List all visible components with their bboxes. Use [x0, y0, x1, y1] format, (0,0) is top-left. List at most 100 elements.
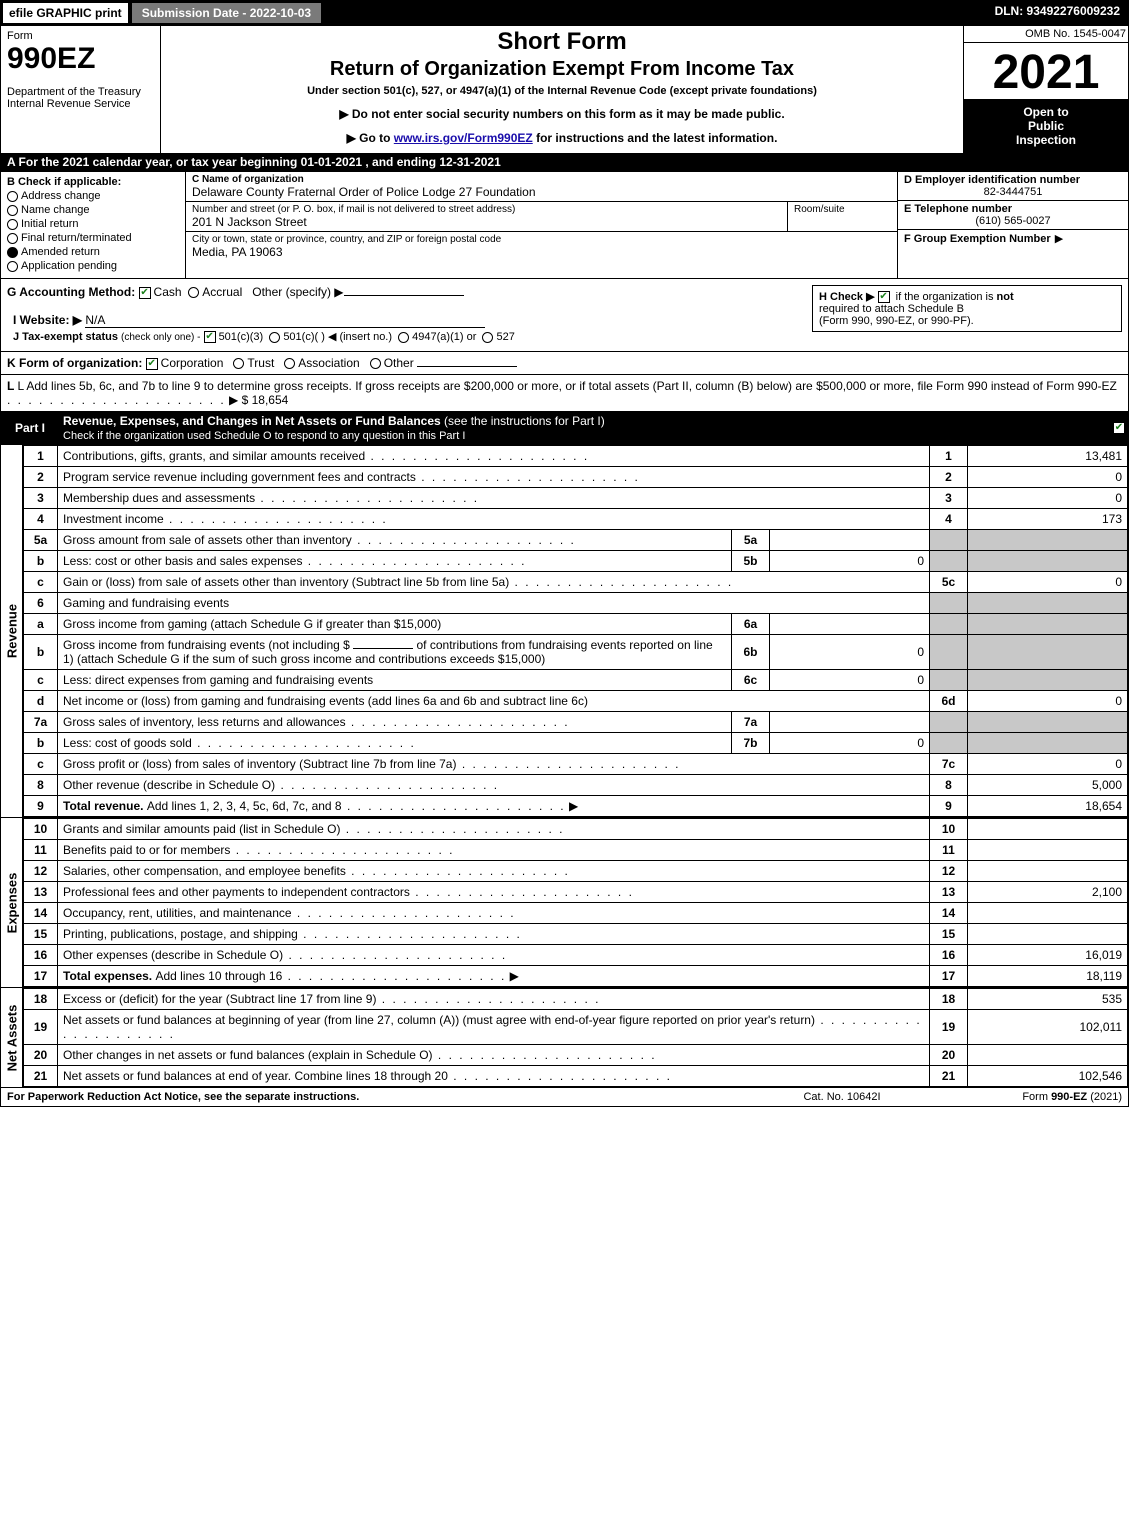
line-5b: bLess: cost or other basis and sales exp…	[24, 551, 1128, 572]
h-pre: H Check ▶	[819, 291, 878, 303]
line-9: 9Total revenue. Total revenue. Add lines…	[24, 796, 1128, 817]
j-opt1: 501(c)(3)	[219, 331, 264, 343]
line-7b: bLess: cost of goods sold7b0	[24, 733, 1128, 754]
gh-left: G Accounting Method: Cash Accrual Other …	[7, 285, 798, 345]
cb-label: Amended return	[21, 246, 100, 258]
rb-527[interactable]	[482, 332, 493, 343]
city-label: City or town, state or province, country…	[192, 234, 891, 245]
netassets-sidebar: Net Assets	[1, 988, 23, 1087]
footer-mid: Cat. No. 10642I	[742, 1091, 942, 1103]
col-cdef: C Name of organization Delaware County F…	[186, 172, 1128, 278]
expenses-label: Expenses	[4, 872, 19, 933]
cb-501c3[interactable]	[204, 331, 216, 343]
expenses-section: Expenses 10Grants and similar amounts pa…	[1, 817, 1128, 987]
footer-r-pre: Form	[1022, 1091, 1051, 1103]
g-accrual: Accrual	[202, 285, 242, 299]
g-line: G Accounting Method: Cash Accrual Other …	[7, 285, 798, 299]
cb-label: Application pending	[21, 260, 117, 272]
part-i-checkline: Check if the organization used Schedule …	[63, 430, 465, 442]
omb-number: OMB No. 1545-0047	[964, 26, 1128, 43]
j-opt3: 4947(a)(1) or	[412, 331, 476, 343]
cb-final-return[interactable]: Final return/terminated	[7, 232, 179, 244]
rb-trust[interactable]	[233, 358, 244, 369]
row-l: L L Add lines 5b, 6c, and 7b to line 9 t…	[1, 374, 1128, 411]
rb-other[interactable]	[370, 358, 381, 369]
cb-amended-return[interactable]: Amended return	[7, 246, 179, 258]
phone-value: (610) 565-0027	[904, 215, 1122, 227]
cb-name-change[interactable]: Name change	[7, 204, 179, 216]
line-4: 4Investment income4173	[24, 509, 1128, 530]
i-line: I Website: ▶ N/A	[7, 313, 798, 328]
line-11: 11Benefits paid to or for members11	[24, 840, 1128, 861]
c-address-block: Number and street (or P. O. box, if mail…	[186, 202, 897, 232]
j-note: (check only one) -	[121, 332, 200, 343]
line-13: 13Professional fees and other payments t…	[24, 882, 1128, 903]
line-6: 6Gaming and fundraising events	[24, 593, 1128, 614]
cb-schedule-b[interactable]	[878, 291, 890, 303]
part-i-checkbox[interactable]	[1113, 422, 1125, 434]
g-cash: Cash	[154, 285, 182, 299]
netassets-table: 18Excess or (deficit) for the year (Subt…	[23, 988, 1128, 1087]
h-not: not	[997, 291, 1014, 303]
line-7c: cGross profit or (loss) from sales of in…	[24, 754, 1128, 775]
cb-initial-return[interactable]: Initial return	[7, 218, 179, 230]
g-other: Other (specify) ▶	[252, 285, 343, 299]
rb-4947[interactable]	[398, 332, 409, 343]
line-10: 10Grants and similar amounts paid (list …	[24, 819, 1128, 840]
k-trust: Trust	[247, 356, 274, 370]
open-line-1: Open to	[968, 105, 1124, 119]
addr-label: Number and street (or P. O. box, if mail…	[192, 204, 781, 215]
g-other-line	[344, 295, 464, 296]
submission-date: Submission Date - 2022-10-03	[130, 1, 323, 25]
instr-line-2: ▶ Go to www.irs.gov/Form990EZ for instru…	[169, 131, 955, 145]
line-7a: 7aGross sales of inventory, less returns…	[24, 712, 1128, 733]
line-1: 1Contributions, gifts, grants, and simil…	[24, 446, 1128, 467]
section-bcdef: B Check if applicable: Address change Na…	[1, 171, 1128, 278]
title-sub: Return of Organization Exempt From Incom…	[169, 58, 955, 81]
cb-cash[interactable]	[139, 287, 151, 299]
dln-label: DLN: 93492276009232	[987, 1, 1128, 25]
ein-value: 82-3444751	[904, 186, 1122, 198]
page-footer: For Paperwork Reduction Act Notice, see …	[1, 1087, 1128, 1106]
h-line3: (Form 990, 990-EZ, or 990-PF).	[819, 315, 974, 327]
title-note: Under section 501(c), 527, or 4947(a)(1)…	[169, 85, 955, 97]
expenses-sidebar: Expenses	[1, 818, 23, 987]
cb-corporation[interactable]	[146, 358, 158, 370]
instr2-post: for instructions and the latest informat…	[533, 131, 778, 145]
e-block: E Telephone number (610) 565-0027	[898, 201, 1128, 230]
row-k: K Form of organization: Corporation Trus…	[1, 351, 1128, 374]
c-city-block: City or town, state or province, country…	[186, 232, 897, 261]
form-word: Form	[7, 30, 154, 42]
spacer	[323, 1, 986, 25]
revenue-table: 1Contributions, gifts, grants, and simil…	[23, 445, 1128, 817]
j-opt2: 501(c)( )	[283, 331, 325, 343]
j-insert: ◀ (insert no.)	[328, 331, 392, 343]
header-right: OMB No. 1545-0047 2021 Open to Public In…	[963, 26, 1128, 153]
col-def: D Employer identification number 82-3444…	[898, 172, 1128, 278]
line-14: 14Occupancy, rent, utilities, and mainte…	[24, 903, 1128, 924]
col-b: B Check if applicable: Address change Na…	[1, 172, 186, 278]
title-main: Short Form	[169, 28, 955, 56]
part-i-title: Revenue, Expenses, and Changes in Net As…	[57, 411, 1113, 445]
rb-accrual[interactable]	[188, 287, 199, 298]
col-c: C Name of organization Delaware County F…	[186, 172, 898, 278]
h-block: H Check ▶ if the organization is not req…	[812, 285, 1122, 332]
c-name-block: C Name of organization Delaware County F…	[186, 172, 897, 202]
netassets-label: Net Assets	[4, 1004, 19, 1071]
line-17: 17Total expenses. Add lines 10 through 1…	[24, 966, 1128, 987]
rb-association[interactable]	[284, 358, 295, 369]
revenue-sidebar: Revenue	[1, 445, 23, 817]
cb-application-pending[interactable]: Application pending	[7, 260, 179, 272]
rb-501c[interactable]	[269, 332, 280, 343]
f-block: F Group Exemption Number ▶	[898, 230, 1128, 247]
open-line-3: Inspection	[968, 133, 1124, 147]
org-city: Media, PA 19063	[192, 245, 891, 259]
row-a-period: A For the 2021 calendar year, or tax yea…	[1, 153, 1128, 171]
l-text: L Add lines 5b, 6c, and 7b to line 9 to …	[17, 379, 1116, 393]
irs-link[interactable]: www.irs.gov/Form990EZ	[394, 131, 533, 145]
efile-label: efile GRAPHIC print	[1, 1, 130, 25]
cb-address-change[interactable]: Address change	[7, 190, 179, 202]
line-5c: cGain or (loss) from sale of assets othe…	[24, 572, 1128, 593]
footer-right: Form 990-EZ (2021)	[942, 1091, 1122, 1103]
department-label: Department of the Treasury Internal Reve…	[7, 86, 154, 110]
